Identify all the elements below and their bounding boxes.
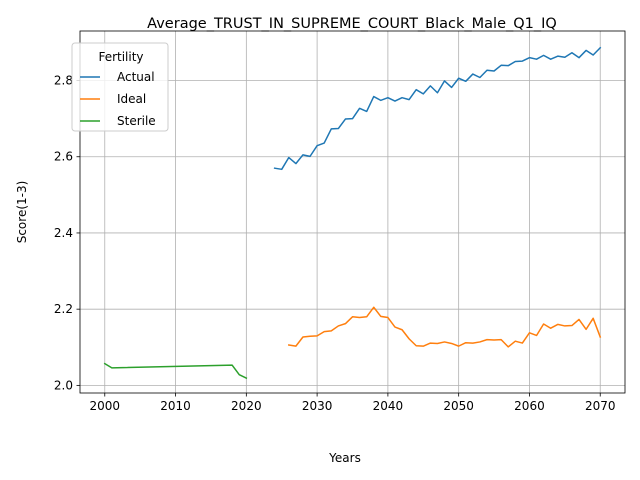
- grid: [80, 31, 625, 393]
- legend-entries: Actual Ideal Sterile: [80, 70, 156, 128]
- y-tick-label: 2.0: [54, 378, 73, 392]
- x-tick-label: 2030: [302, 399, 333, 413]
- x-tick-label: 2040: [373, 399, 404, 413]
- legend: Fertility Actual Ideal Sterile: [71, 42, 169, 132]
- legend-label-ideal: Ideal: [117, 92, 146, 106]
- series-line-ideal: [287, 306, 602, 348]
- y-axis-title: Score(1-3): [15, 181, 29, 244]
- x-tick-label: 2070: [585, 399, 616, 413]
- legend-label-actual: Actual: [117, 70, 155, 84]
- y-tick-label: 2.6: [54, 150, 73, 164]
- ticks: 2000 2010 2020 2030 2040 2050 2060 2070 2.0 2.2 2.…: [54, 74, 616, 413]
- x-tick-label: 2020: [231, 399, 262, 413]
- legend-label-sterile: Sterile: [117, 114, 156, 128]
- y-tick-label: 2.8: [54, 74, 73, 88]
- series-line-actual: [273, 46, 602, 171]
- y-tick-label: 2.2: [54, 302, 73, 316]
- series-lines: [103, 46, 602, 380]
- plot-frame: [79, 30, 626, 394]
- legend-title: Fertility: [98, 50, 143, 64]
- chart-title: Average_TRUST_IN_SUPREME_COURT_Black_Mal…: [147, 16, 557, 32]
- x-tick-label: 2000: [89, 399, 120, 413]
- series-line-sterile: [103, 362, 248, 380]
- x-tick-label: 2050: [443, 399, 474, 413]
- x-tick-label: 2010: [160, 399, 191, 413]
- x-axis-title: Years: [328, 451, 361, 465]
- x-tick-label: 2060: [514, 399, 545, 413]
- y-tick-label: 2.4: [54, 226, 73, 240]
- legend-box: [71, 42, 169, 132]
